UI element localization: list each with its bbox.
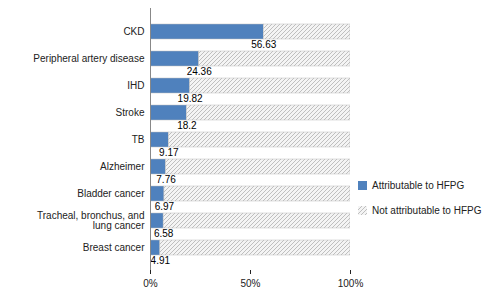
svg-text:Tracheal, bronchus, andlung ca: Tracheal, bronchus, andlung cancer [37,210,145,231]
svg-text:CKD: CKD [123,26,144,37]
svg-text:50%: 50% [240,278,260,289]
svg-text:56.63: 56.63 [251,39,276,50]
svg-text:IHD: IHD [127,80,144,91]
html-text:Attributable to HFPG: Attributable to HFPG [372,180,465,191]
svg-text:18.2: 18.2 [177,120,197,131]
svg-text:7.76: 7.76 [156,174,176,185]
svg-text:Breast cancer: Breast cancer [83,242,145,253]
svg-text:0%: 0% [143,278,158,289]
svg-text:4.91: 4.91 [151,255,171,266]
svg-text:Stroke: Stroke [116,107,145,118]
svg-text:9.17: 9.17 [159,147,179,158]
svg-text:Alzheimer: Alzheimer [100,161,145,172]
svg-text:6.58: 6.58 [154,228,174,239]
svg-text:24.36: 24.36 [187,66,212,77]
svg-text:Peripheral artery disease: Peripheral artery disease [33,53,145,64]
svg-text:19.82: 19.82 [178,93,203,104]
svg-text:TB: TB [132,134,145,145]
svg-text:6.97: 6.97 [155,201,175,212]
svg-text:100%: 100% [338,278,364,289]
html-text:Not attributable to HFPG: Not attributable to HFPG [372,205,482,216]
svg-text:Bladder cancer: Bladder cancer [77,188,145,199]
